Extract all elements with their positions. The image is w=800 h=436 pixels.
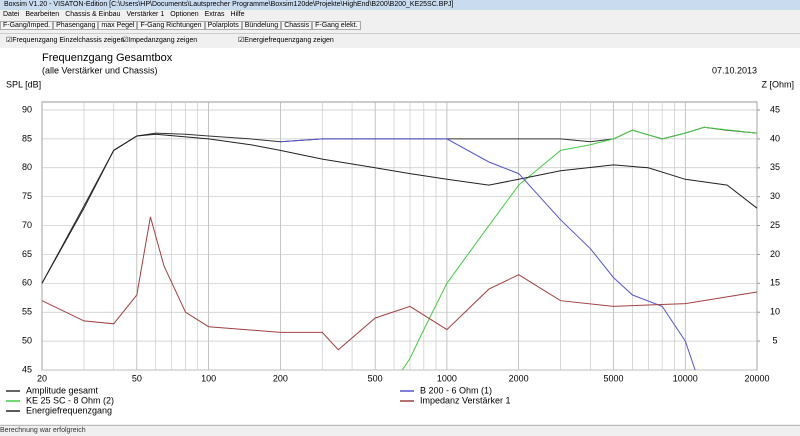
legend-label: Amplitude gesamt <box>26 385 99 395</box>
y-tick-label: 50 <box>22 335 32 345</box>
y-axis-label: SPL [dB] <box>6 79 41 89</box>
y-tick-label: 90 <box>22 104 32 114</box>
x-tick-label: 5000 <box>603 373 623 383</box>
y-tick-label: 70 <box>22 220 32 230</box>
menu-item[interactable]: Bearbeiten <box>25 11 60 18</box>
menu-item[interactable]: Hilfe <box>230 11 245 18</box>
chart-background <box>0 48 800 424</box>
tab-bar: F-Gang/Imped. Phasengang max Pegel F-Gang R… <box>0 20 800 32</box>
tab[interactable]: Chassis <box>281 21 313 30</box>
y-tick-label: 75 <box>22 191 32 201</box>
tab[interactable]: Polarplots <box>204 21 242 30</box>
y-tick-label: 85 <box>22 133 32 143</box>
tab[interactable]: F-Gang Richtungen <box>137 21 205 30</box>
y-tick-label: 60 <box>22 278 32 288</box>
y-tick-label: 65 <box>22 249 32 259</box>
series-line <box>280 138 696 371</box>
x-tick-label: 20 <box>37 373 47 383</box>
y-tick-label: 55 <box>22 307 32 317</box>
y2-tick-label: 45 <box>770 104 780 114</box>
y2-tick-label: 5 <box>772 335 777 345</box>
y2-tick-label: 25 <box>770 220 780 230</box>
tab[interactable]: F-Gang elekt. <box>312 21 361 30</box>
chart-title: Frequenzgang Gesamtbox <box>42 52 173 64</box>
x-tick-label: 50 <box>132 373 142 383</box>
checkbox[interactable]: Impedanzgang zeigen <box>122 34 232 48</box>
menu-item[interactable]: Optionen <box>170 11 199 18</box>
y2-axis-label: Z [Ohm] <box>761 79 794 89</box>
y2-tick-label: 35 <box>770 162 780 172</box>
checkbox[interactable]: Energiefrequenzgang zeigen <box>238 34 348 48</box>
chart-subtitle: (alle Verstärker und Chassis) <box>42 65 158 75</box>
y2-tick-label: 40 <box>770 133 780 143</box>
legend-label: B 200 - 6 Ohm (1) <box>420 385 492 395</box>
y-tick-label: 80 <box>22 162 32 172</box>
x-tick-label: 2000 <box>509 373 529 383</box>
series-line <box>41 216 758 351</box>
menu-bar: Datei Bearbeiten Chassis & Einbau Verstärke… <box>0 10 800 20</box>
x-tick-label: 20000 <box>744 373 769 383</box>
y2-tick-label: 30 <box>770 191 780 201</box>
tab[interactable]: max Pegel <box>98 21 138 30</box>
menu-item[interactable]: Verstärker 1 <box>126 11 165 18</box>
x-tick-label: 1000 <box>437 373 457 383</box>
series-line <box>41 133 758 284</box>
legend-label: Energiefrequenzgang <box>26 405 112 415</box>
menu-item[interactable]: Chassis & Einbau <box>65 11 121 18</box>
status-bar: Berechnung war erfolgreich <box>0 425 800 436</box>
y2-tick-label: 10 <box>770 307 780 317</box>
y2-tick-label: 20 <box>770 249 780 259</box>
menu-item[interactable]: Extras <box>204 11 225 18</box>
y2-tick-label: 15 <box>770 278 780 288</box>
option-bar: Frequenzgang Einzelchassis zeigenImpedan… <box>0 33 800 49</box>
tab[interactable]: Bündelung <box>241 21 282 30</box>
x-tick-label: 10000 <box>673 373 698 383</box>
checkbox[interactable]: Frequenzgang Einzelchassis zeigen <box>6 34 124 48</box>
legend-label: KE 25 SC - 8 Ohm (2) <box>26 395 114 405</box>
x-tick-label: 100 <box>201 373 216 383</box>
x-tick-label: 200 <box>273 373 288 383</box>
x-tick-label: 500 <box>368 373 383 383</box>
tab[interactable]: Phasengang <box>53 21 99 30</box>
series-line <box>401 126 758 371</box>
chart: Frequenzgang Gesamtbox (alle Verstärker … <box>0 48 800 424</box>
title-bar: Boxsim V1.20 - VISATON-Edition [C:\Users… <box>0 0 800 10</box>
tab[interactable]: F-Gang/Imped. <box>0 21 54 30</box>
chart-date: 07.10.2013 <box>712 65 757 75</box>
legend-label: Impedanz Verstärker 1 <box>420 395 511 405</box>
y-tick-label: 45 <box>22 364 32 374</box>
menu-item[interactable]: Datei <box>3 11 20 18</box>
